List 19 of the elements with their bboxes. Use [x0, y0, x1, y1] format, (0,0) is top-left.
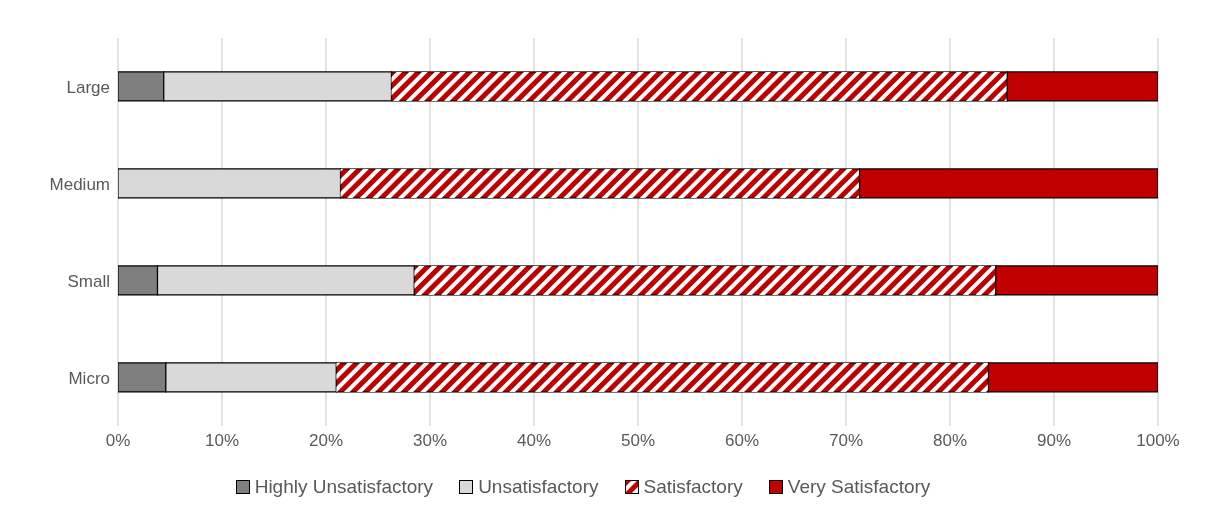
y-tick-label: Micro: [68, 368, 110, 388]
x-tick-label: 70%: [828, 431, 864, 451]
y-tick-label: Small: [67, 271, 110, 291]
x-tick-label: 90%: [1036, 431, 1072, 451]
x-tick-label: 30%: [412, 431, 448, 451]
x-tick-label: 100%: [1136, 431, 1180, 451]
legend-label: Unsatisfactory: [478, 476, 599, 498]
x-tick-label: 10%: [204, 431, 240, 451]
x-tick-label: 20%: [308, 431, 344, 451]
x-tick-label: 0%: [105, 431, 131, 451]
legend-label: Highly Unsatisfactory: [254, 476, 434, 498]
x-tick-label: 40%: [516, 431, 552, 451]
legend-label: Very Satisfactory: [787, 476, 931, 498]
x-tick-label: 60%: [724, 431, 760, 451]
legend-label: Satisfactory: [643, 476, 743, 498]
x-tick-label: 80%: [932, 431, 968, 451]
x-tick-label: 50%: [620, 431, 656, 451]
y-tick-label: Medium: [49, 174, 110, 194]
y-tick-label: Large: [66, 77, 110, 97]
